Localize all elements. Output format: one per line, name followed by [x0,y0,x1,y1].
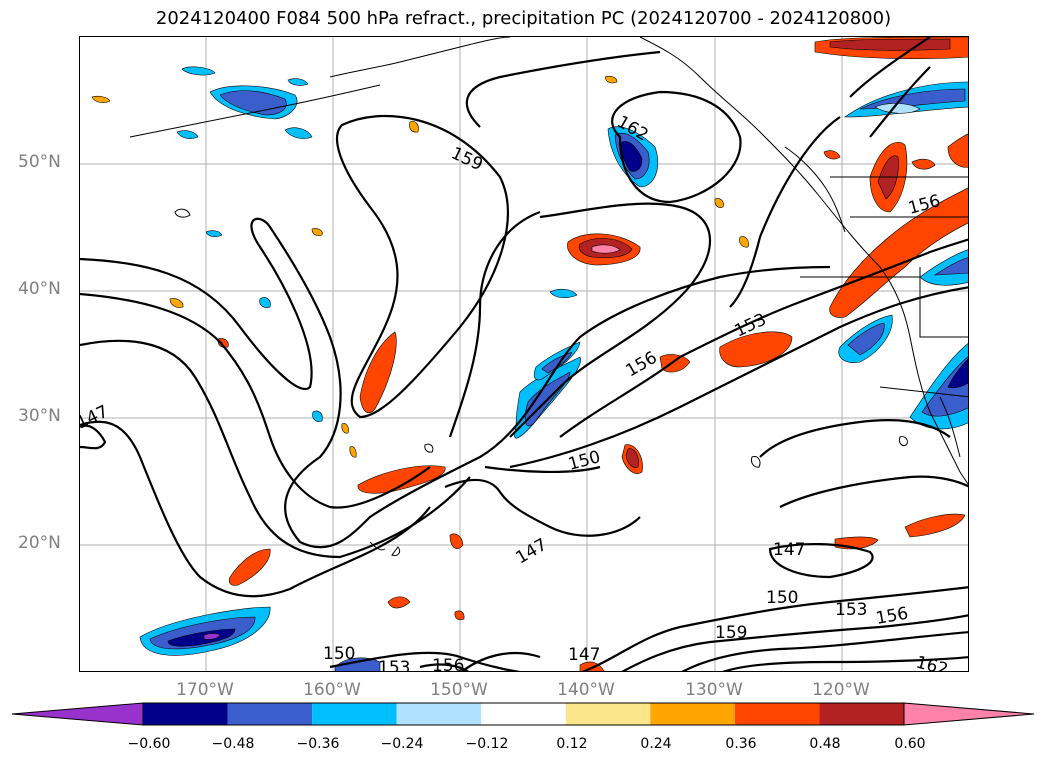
precip-positive-areas [91,37,968,671]
colorbar-cell [143,703,228,725]
lon-label-120w: 120°W [812,680,870,700]
contour-label: 150 [323,644,355,664]
map-title: 2024120400 F084 500 hPa refract., precip… [155,8,892,29]
colorbar-tick: −0.12 [465,736,509,752]
colorbar-cell [481,703,566,725]
map-panel: 162 159 156 153 156 150 147 147 147 150 … [79,36,969,672]
colorbar-frame [142,702,905,726]
lon-label-140w: 140°W [557,680,615,700]
colorbar-cell [650,703,735,725]
colorbar-tick: −0.24 [380,736,424,752]
lat-label-30n: 30°N [18,406,61,426]
colorbar-cell [819,703,904,725]
colorbar-cells [12,702,1035,726]
lat-label-20n: 20°N [18,533,61,553]
contour-label: 147 [773,540,805,560]
contour-label: 147 [513,535,551,569]
colorbar-tick: −0.48 [211,736,255,752]
lon-label-160w: 160°W [303,680,361,700]
lon-label-130w: 130°W [685,680,743,700]
colorbar-tick: 0.36 [725,736,757,752]
map-canvas: 162 159 156 153 156 150 147 147 147 150 … [80,37,968,672]
contour-label: 150 [766,588,798,608]
colorbar-cell [396,703,482,725]
contour-label: 159 [448,143,486,175]
colorbar-tick: −0.36 [296,736,340,752]
colorbar-cell [12,702,144,726]
colorbar-tick: 0.48 [809,736,841,752]
colorbar-tick: 0.12 [556,736,588,752]
lon-label-150w: 150°W [430,680,488,700]
contour-label: 153 [378,658,410,672]
contour-label: 159 [715,623,747,643]
contour-label: 162 [914,653,951,672]
colorbar-cell [227,703,313,725]
lat-label-40n: 40°N [18,279,61,299]
colorbar [12,702,1035,726]
contour-label: 156 [623,348,661,382]
colorbar-tick: 0.60 [894,736,926,752]
contour-label: 153 [835,600,867,620]
lon-label-170w: 170°W [176,680,234,700]
colorbar-cell [565,703,651,725]
colorbar-cell [734,703,820,725]
lat-label-50n: 50°N [18,152,61,172]
colorbar-cell [312,703,397,725]
colorbar-cell [903,702,1035,726]
colorbar-tick: −0.60 [127,736,171,752]
contour-lines [80,37,968,671]
contour-label: 147 [568,645,600,665]
coastlines [129,37,968,556]
contour-label: 156 [432,656,464,672]
precip-negative-areas [139,66,968,671]
colorbar-tick: 0.24 [640,736,672,752]
